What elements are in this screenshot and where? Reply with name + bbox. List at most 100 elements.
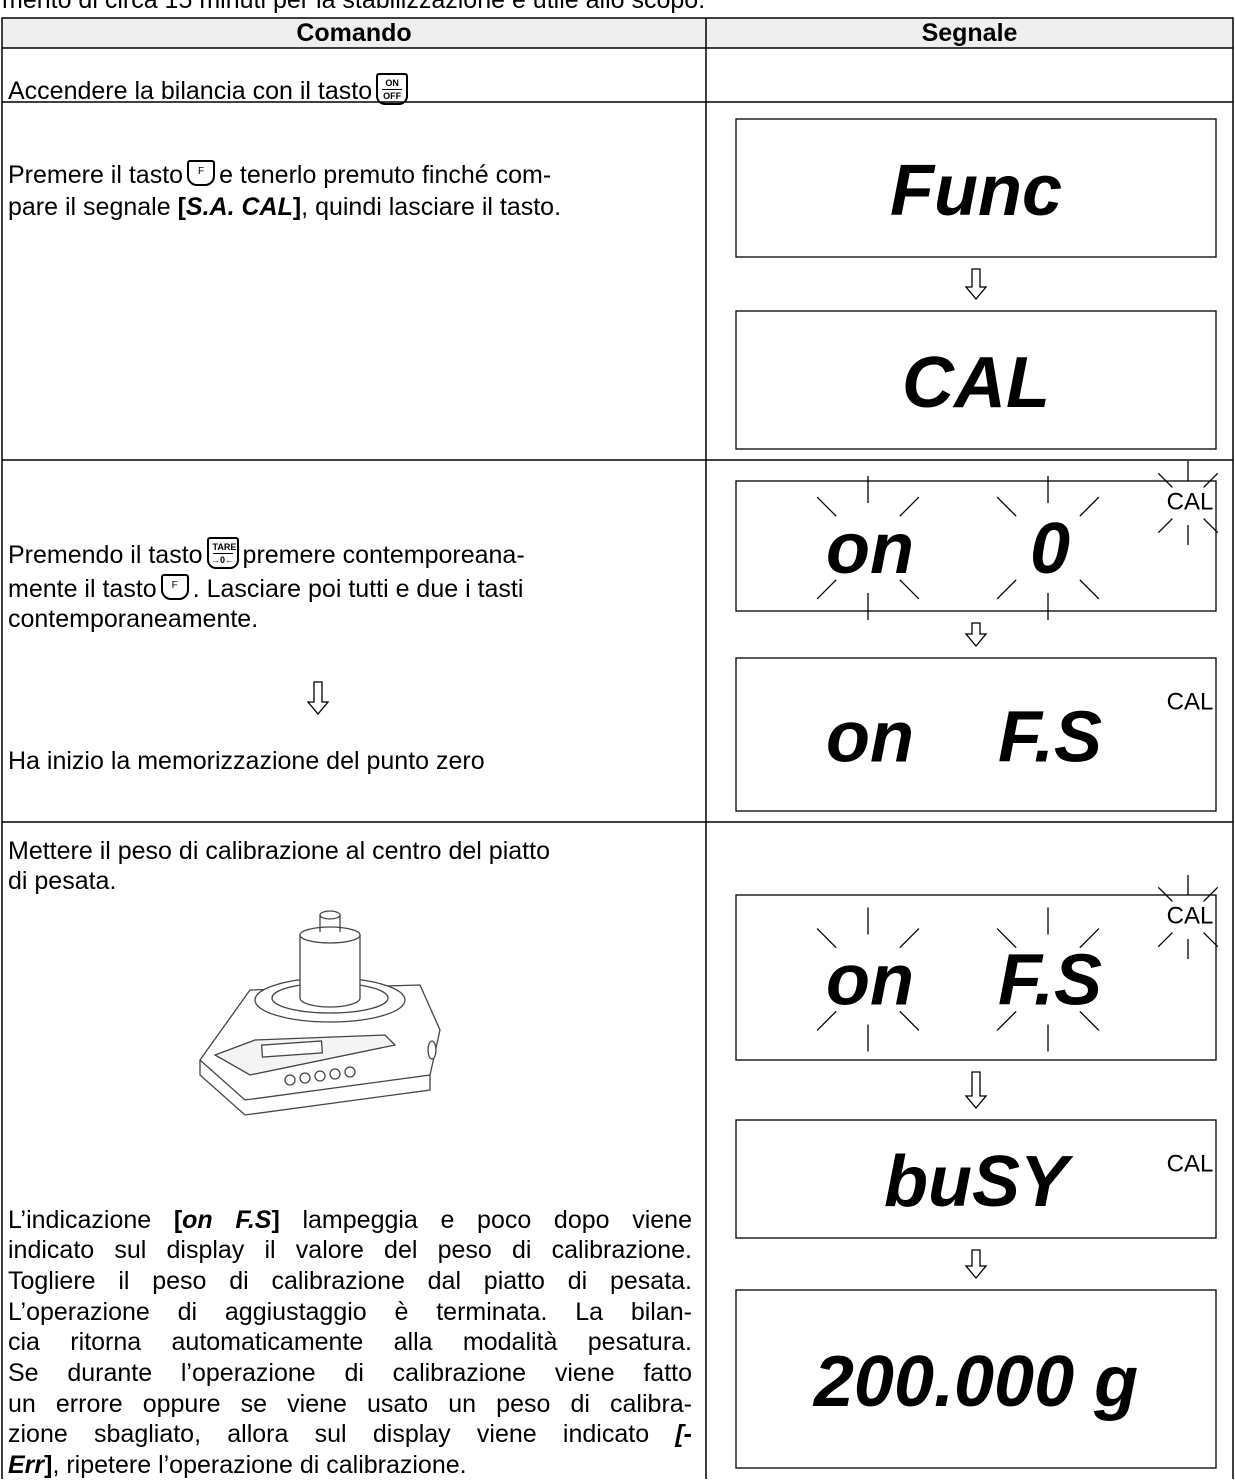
display-tag: CAL (1167, 688, 1214, 715)
flash-ray (1079, 579, 1100, 600)
display-text: buSY (884, 1142, 1074, 1222)
weight-body (299, 935, 361, 1008)
flash-ray (1079, 496, 1100, 517)
text: pare il segnale (8, 193, 178, 221)
down-arrow (964, 1071, 988, 1110)
flash-ray (996, 928, 1017, 949)
flash-ray (816, 579, 837, 600)
text: Mettere il peso di calibrazione al centr… (8, 837, 550, 865)
scale-illustration (199, 910, 441, 1116)
text: mente il tasto (8, 575, 157, 603)
flash-ray (899, 496, 920, 517)
text: contemporaneamente. (8, 605, 259, 633)
text: di pesata. (8, 867, 117, 895)
text: S.A. CAL (185, 193, 293, 221)
text: Ha inizio la memorizzazione del punto ze… (8, 747, 485, 775)
header-background (2, 18, 1233, 48)
flash-ray (899, 579, 920, 600)
down-arrow (964, 268, 988, 301)
text: Se durante l’operazione di calibrazione … (8, 1359, 692, 1387)
flash-ray (1203, 932, 1219, 948)
scale-button (329, 1068, 341, 1080)
key-on-off: ON OFF (376, 73, 409, 106)
text: , ripetere l’operazione di calibrazione. (52, 1451, 467, 1479)
text: on F.S (182, 1206, 272, 1234)
display-box (735, 894, 1217, 1061)
command-line: cia ritorna automaticamente alla modalit… (8, 1327, 692, 1357)
display-text: 0 (1030, 509, 1070, 589)
scale-side (199, 1060, 431, 1116)
text: indicato sul display il valore del peso … (8, 1236, 692, 1264)
flash-ray (1203, 886, 1219, 902)
command-line: un errore oppure se viene usato un peso … (8, 1389, 692, 1419)
flash-ray (996, 579, 1017, 600)
column-header: Comando (296, 19, 412, 47)
scale-button (314, 1070, 326, 1082)
text: , quindi lasciare il tasto. (301, 193, 562, 221)
flash-ray (816, 496, 837, 517)
flash-ray (1079, 1010, 1100, 1031)
command-line: mente il tasto F. Lasciare poi tutti e du… (8, 574, 692, 604)
text: zione sbagliato, allora sul display vien… (8, 1420, 676, 1448)
display-text: F.S (998, 941, 1102, 1021)
display-box (735, 480, 1217, 612)
command-line: Err], ripetere l’operazione di calibrazi… (8, 1450, 692, 1480)
text: Togliere il peso di calibrazione dal pia… (8, 1267, 692, 1295)
command-line: L’operazione di aggiustaggio è terminata… (8, 1297, 692, 1327)
text: premere contemporeana- (242, 541, 525, 569)
display-box (735, 1289, 1217, 1469)
flash-ray (996, 496, 1017, 517)
text: [- (675, 1420, 692, 1448)
flash-ray (1157, 518, 1173, 534)
flash-ray (899, 928, 920, 949)
column-header: Segnale (921, 19, 1018, 47)
text: Accendere la bilancia con il tasto (8, 77, 373, 105)
text: un errore oppure se viene usato un peso … (8, 1390, 692, 1418)
display-box (735, 118, 1217, 258)
display-text: Func (890, 151, 1062, 231)
command-line: pare il segnale [S.A. CAL], quindi lasci… (8, 192, 692, 222)
weight-knob (319, 910, 341, 920)
down-arrow (964, 1249, 988, 1280)
scale-panel (213, 1034, 397, 1076)
text: ] (44, 1451, 53, 1479)
weight-top (299, 926, 361, 944)
display-text: on (826, 509, 914, 589)
key-label: TARE (212, 542, 237, 555)
key-label: →0← (211, 555, 235, 566)
key-tare: TARE →0← (206, 537, 239, 570)
flash-ray (816, 928, 837, 949)
text: . Lasciare poi tutti e due i tasti (192, 575, 524, 603)
key-f: F (160, 574, 189, 601)
flash-ray (899, 1010, 920, 1031)
down-arrow (964, 622, 988, 648)
scale-foot (427, 1040, 437, 1060)
text: [ (177, 193, 186, 221)
display-text: CAL (902, 343, 1050, 423)
text: e tenerlo premuto finché com- (219, 161, 552, 189)
display-box (735, 1119, 1217, 1239)
display-box (735, 657, 1217, 812)
display-tag: CAL (1167, 488, 1214, 515)
command-line: Premendo il tasto TARE →0← premere contempo… (8, 537, 692, 572)
scale-display (260, 1040, 324, 1058)
display-text: 200.000 g (812, 1342, 1138, 1422)
text: Err (8, 1451, 45, 1479)
command-line: L’indicazione [on F.S] lampeggia e poco … (8, 1205, 692, 1235)
key-label: ON (382, 79, 403, 91)
display-text: on (826, 941, 914, 1021)
command-line: Accendere la bilancia con il tasto ON OFF (8, 73, 692, 108)
command-line: indicato sul display il valore del peso … (8, 1235, 692, 1265)
scale-button (299, 1072, 311, 1084)
command-line: Ha inizio la memorizzazione del punto ze… (8, 746, 692, 776)
text: cia ritorna automaticamente alla modalit… (8, 1328, 692, 1356)
text: Premendo il tasto (8, 541, 203, 569)
command-line: Se durante l’operazione di calibrazione … (8, 1358, 692, 1388)
scale-button (284, 1074, 296, 1086)
flash-ray (816, 1010, 837, 1031)
display-tag: CAL (1167, 1150, 1214, 1177)
command-line: contemporaneamente. (8, 604, 692, 634)
text: ] (271, 1206, 280, 1234)
